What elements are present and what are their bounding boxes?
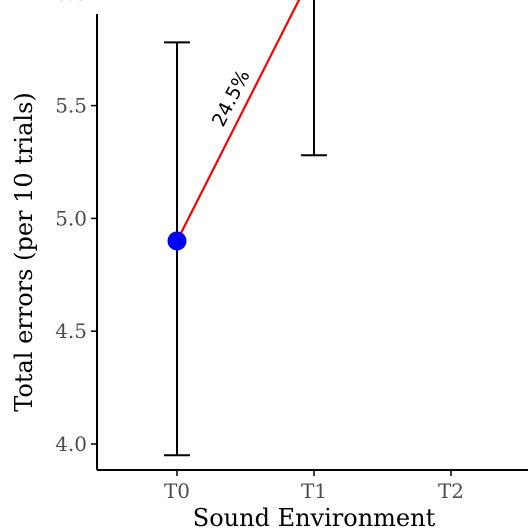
y-tick-label: 4.0 <box>55 432 87 456</box>
y-tick-label: 6.0 <box>55 0 87 5</box>
x-tick-label: T0 <box>164 479 190 503</box>
x-axis-ticks: T0 T1 T2 <box>164 470 464 503</box>
y-tick-label: 5.5 <box>55 94 87 118</box>
error-bar <box>301 0 327 157</box>
x-axis-title: Sound Environment <box>193 504 436 532</box>
series-line <box>176 0 301 242</box>
plot-area: 24.5%12.0% <box>164 0 327 457</box>
y-axis-ticks: 4.04.55.05.56.06.57.07.5 <box>55 0 97 456</box>
x-tick-label: T1 <box>301 479 327 503</box>
x-tick-label: T2 <box>438 479 464 503</box>
y-tick-label: 5.0 <box>55 206 87 230</box>
segment-percent-label: 24.5% <box>208 66 255 130</box>
data-point <box>167 231 187 251</box>
y-tick-label: 4.5 <box>55 319 87 343</box>
y-axis-title: Total errors (per 10 trials) <box>10 92 38 412</box>
